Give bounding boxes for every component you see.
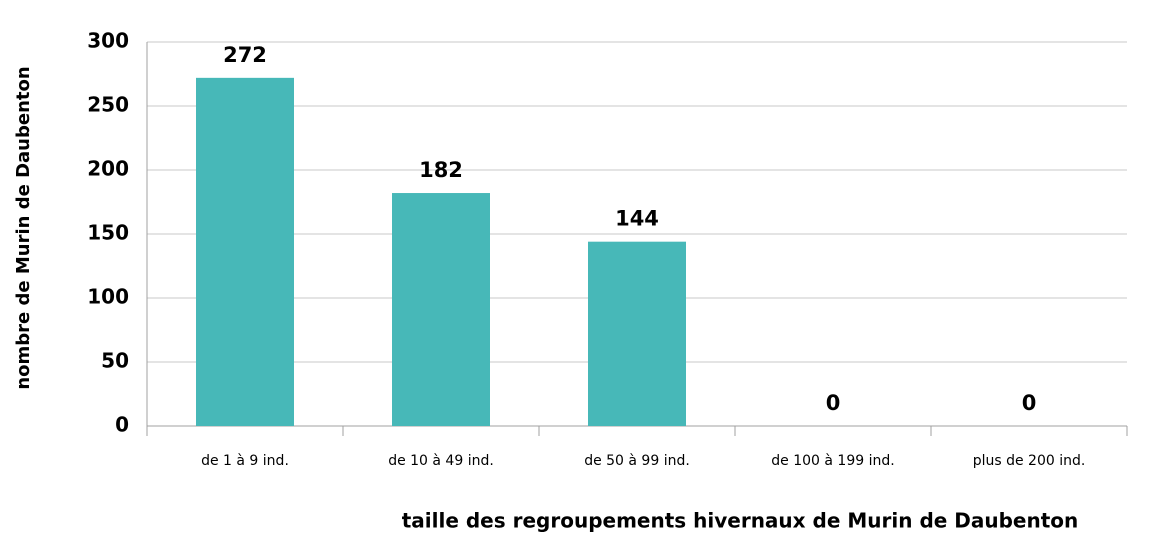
x-tick-label: de 10 à 49 ind. [388, 453, 494, 469]
data-label: 272 [223, 43, 267, 67]
y-tick-label: 100 [87, 285, 129, 309]
y-axis-title: nombre de Murin de Daubenton [13, 66, 34, 389]
x-tick-label: de 100 à 199 ind. [771, 453, 894, 469]
data-label: 0 [1022, 391, 1037, 415]
y-tick-label: 150 [87, 221, 129, 245]
x-tick-label: de 50 à 99 ind. [584, 453, 690, 469]
x-axis-title: taille des regroupements hivernaux de Mu… [402, 509, 1079, 533]
y-tick-label: 250 [87, 93, 129, 117]
bar [588, 241, 686, 426]
x-tick-label: plus de 200 ind. [973, 453, 1086, 469]
y-tick-label: 200 [87, 157, 129, 181]
y-tick-label: 50 [101, 349, 129, 373]
bar [196, 77, 294, 426]
x-tick-label: de 1 à 9 ind. [201, 453, 289, 469]
data-label: 182 [419, 158, 463, 182]
y-tick-label: 300 [87, 29, 129, 53]
y-tick-label: 0 [115, 413, 129, 437]
bar [392, 193, 490, 426]
data-label: 0 [826, 391, 841, 415]
data-label: 144 [615, 207, 659, 231]
